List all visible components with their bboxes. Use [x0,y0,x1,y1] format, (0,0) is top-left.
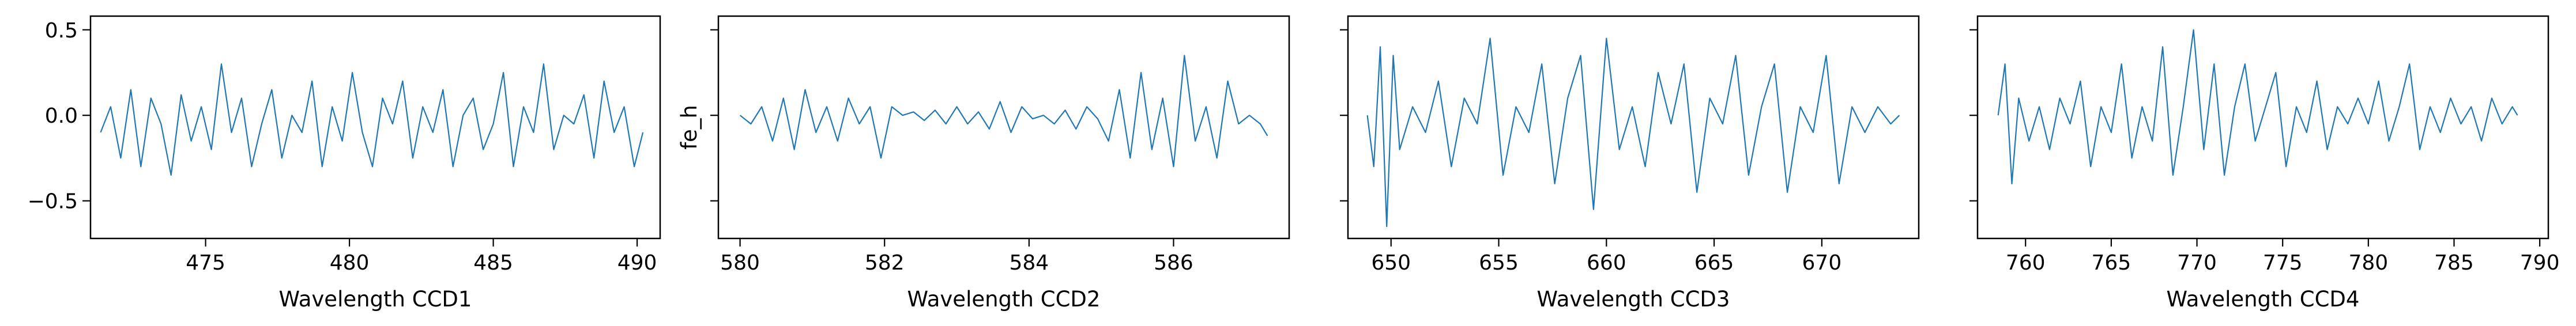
ccd3-axes-frame [1347,15,1920,240]
ccd2-x-axis-label: Wavelength CCD2 [907,287,1101,312]
ccd1-y-tick-label: 0.0 [45,104,78,128]
ccd4-x-tick-label: 765 [2092,251,2131,275]
ccd1-x-tick-label: 475 [186,251,225,275]
ccd4-x-tick-label: 790 [2520,251,2560,275]
ccd1-x-tick-label: 490 [617,251,657,275]
ccd4-series-line [1997,29,2518,185]
ccd4-axes-frame [1976,15,2549,240]
ccd1-x-axis-label: Wavelength CCD1 [279,287,472,312]
ccd2-x-tick-label: 586 [1154,251,1193,275]
ccd1-y-tick-label: 0.5 [45,19,78,43]
ccd1-series-line [100,63,644,176]
ccd2-series-line [739,55,1268,168]
ccd2-x-tick-label: 582 [865,251,905,275]
ccd3-x-tick-label: 650 [1371,251,1411,275]
ccd4-x-tick-label: 780 [2348,251,2388,275]
ccd4-x-tick-label: 775 [2263,251,2303,275]
ccd4-x-tick-label: 760 [2006,251,2046,275]
ccd4-x-tick-label: 785 [2434,251,2474,275]
ccd3-x-tick-label: 655 [1479,251,1519,275]
ccd3-x-axis-label: Wavelength CCD3 [1537,287,1730,312]
ccd3-x-tick-label: 660 [1587,251,1626,275]
ccd1-axes-frame [89,15,661,240]
ccd2-y-axis-label: fe_h [677,105,702,150]
ccd3-x-tick-label: 665 [1694,251,1734,275]
ccd3-x-tick-label: 670 [1802,251,1842,275]
ccd1-y-tick-label: −0.5 [28,190,78,214]
ccd1-x-tick-label: 485 [473,251,513,275]
ccd1-x-tick-label: 480 [330,251,370,275]
ccd3-series-line [1366,37,1900,228]
ccd2-axes-frame [717,15,1290,240]
ccd2-x-tick-label: 580 [720,251,760,275]
ccd2-x-tick-label: 584 [1010,251,1049,275]
ccd4-x-axis-label: Wavelength CCD4 [2167,287,2360,312]
ccd4-x-tick-label: 770 [2177,251,2217,275]
